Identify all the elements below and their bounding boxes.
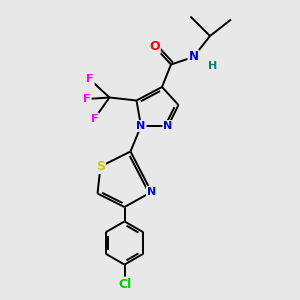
Text: N: N [136,121,146,131]
Text: O: O [149,40,160,53]
Text: N: N [147,187,156,197]
Text: N: N [188,50,199,64]
Text: Cl: Cl [118,278,131,291]
Text: F: F [83,94,91,104]
Text: F: F [86,74,94,85]
Text: H: H [208,61,217,71]
Text: F: F [91,113,98,124]
Text: S: S [96,160,105,173]
Text: N: N [164,121,172,131]
